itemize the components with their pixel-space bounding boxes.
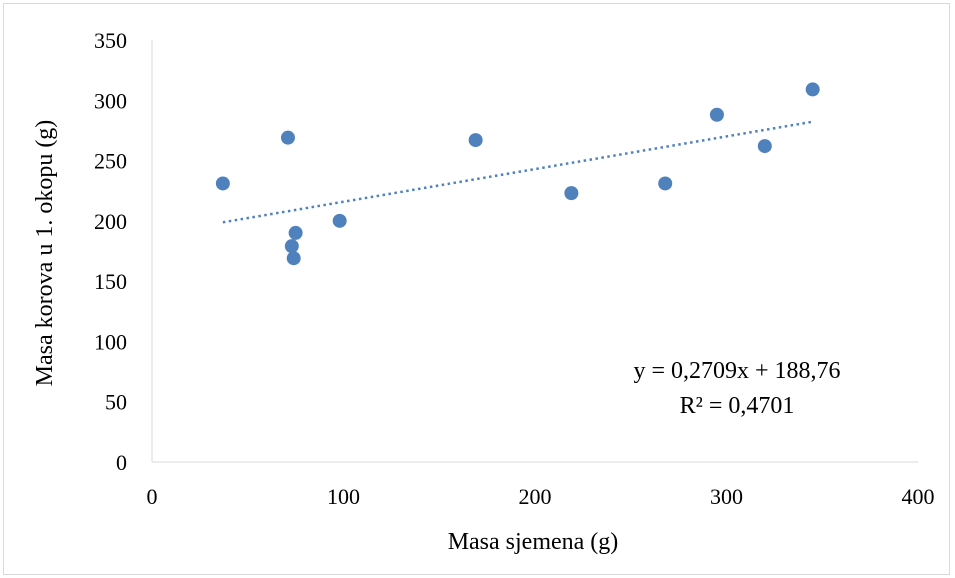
r-squared-label: R² = 0,4701	[680, 393, 795, 419]
y-tick-label: 100	[94, 329, 127, 354]
x-tick-label: 400	[902, 484, 935, 509]
x-tick-label: 300	[710, 484, 743, 509]
y-tick-label: 50	[105, 390, 127, 415]
y-tick-label: 0	[116, 450, 127, 475]
x-tick-label: 200	[519, 484, 552, 509]
data-point	[333, 214, 347, 228]
data-point	[806, 82, 820, 96]
data-point	[564, 186, 578, 200]
x-tick-label: 100	[327, 484, 360, 509]
x-axis-title: Masa sjemena (g)	[448, 529, 619, 555]
data-point	[216, 176, 230, 190]
y-tick-label: 150	[94, 269, 127, 294]
y-axis-title: Masa korova u 1. okopu (g)	[32, 120, 58, 387]
data-point	[469, 133, 483, 147]
tick-labels: 0 50 100 150 200 250 300 350 0 100 200 300 400	[94, 28, 935, 509]
data-point	[287, 251, 301, 265]
data-point	[758, 139, 772, 153]
data-point	[289, 226, 303, 240]
trendline-group	[223, 122, 813, 223]
trendline	[223, 122, 813, 223]
x-tick-label: 0	[147, 484, 158, 509]
data-point	[285, 239, 299, 253]
data-points	[216, 82, 820, 265]
data-point	[710, 108, 724, 122]
data-point	[658, 176, 672, 190]
axes	[152, 40, 918, 462]
y-tick-label: 300	[94, 88, 127, 113]
data-point	[281, 131, 295, 145]
trendline-equation: y = 0,2709x + 188,76	[633, 358, 840, 384]
y-tick-label: 250	[94, 149, 127, 174]
y-tick-label: 200	[94, 209, 127, 234]
y-tick-label: 350	[94, 28, 127, 53]
